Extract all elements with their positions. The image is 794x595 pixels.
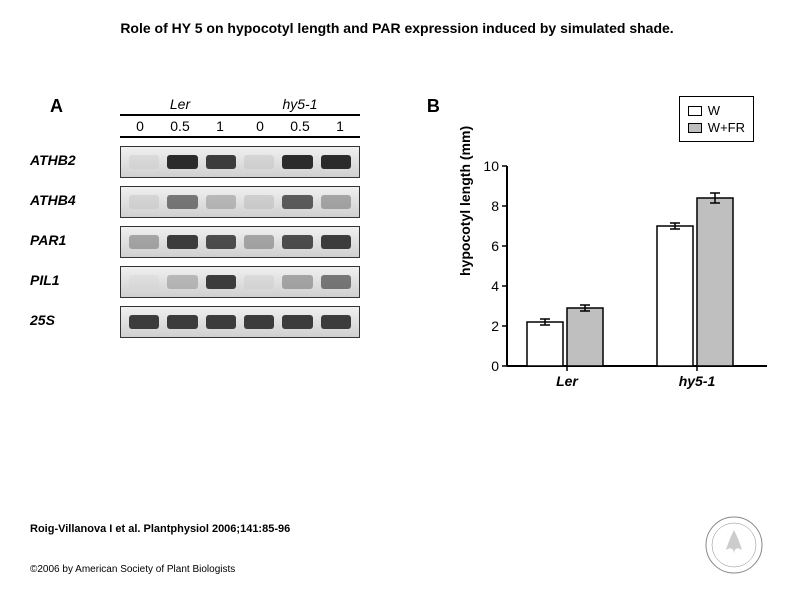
content-row: A Ler hy5-1 00.5100.51 ATHB2ATHB4PAR1PIL… bbox=[30, 96, 764, 416]
gel-band bbox=[244, 195, 274, 209]
gel-band bbox=[167, 195, 197, 209]
gel-band bbox=[321, 155, 351, 169]
gene-label: PIL1 bbox=[30, 272, 110, 288]
gel-band bbox=[206, 275, 236, 289]
bar bbox=[657, 226, 693, 366]
gel-band bbox=[321, 195, 351, 209]
gel-table: Ler hy5-1 00.5100.51 bbox=[120, 96, 360, 346]
gel-band bbox=[206, 315, 236, 329]
gel-band bbox=[244, 315, 274, 329]
gel-band bbox=[244, 235, 274, 249]
time-label: 0 bbox=[120, 118, 160, 134]
gel-band bbox=[129, 275, 159, 289]
svg-text:4: 4 bbox=[491, 278, 499, 294]
bar bbox=[567, 308, 603, 366]
legend-swatch-wfr bbox=[688, 123, 702, 133]
gel-row bbox=[120, 306, 360, 338]
gel-band bbox=[244, 155, 274, 169]
gel-band bbox=[206, 235, 236, 249]
gel-band bbox=[167, 275, 197, 289]
gel-band bbox=[321, 235, 351, 249]
legend-wfr: W+FR bbox=[688, 120, 745, 135]
gene-label: PAR1 bbox=[30, 232, 110, 248]
time-label: 0 bbox=[240, 118, 280, 134]
gene-label: ATHB4 bbox=[30, 192, 110, 208]
svg-text:2: 2 bbox=[491, 318, 499, 334]
legend-w: W bbox=[688, 103, 745, 118]
society-seal-icon bbox=[704, 515, 764, 575]
panel-a-label: A bbox=[50, 96, 63, 117]
gel-band bbox=[244, 275, 274, 289]
svg-text:10: 10 bbox=[483, 158, 499, 174]
gel-band bbox=[282, 155, 312, 169]
gel-band bbox=[206, 155, 236, 169]
time-label: 1 bbox=[200, 118, 240, 134]
gel-row bbox=[120, 266, 360, 298]
gel-band bbox=[282, 275, 312, 289]
legend-swatch-w bbox=[688, 106, 702, 116]
gel-row bbox=[120, 226, 360, 258]
citation: Roig-Villanova I et al. Plantphysiol 200… bbox=[30, 523, 290, 535]
genotype-hy5: hy5-1 bbox=[240, 96, 360, 112]
gel-band bbox=[129, 155, 159, 169]
svg-text:6: 6 bbox=[491, 238, 499, 254]
panel-b-label: B bbox=[427, 96, 440, 117]
chart-svg: 0 2 4 6 8 10 Ler hy5-1 bbox=[467, 156, 777, 396]
gel-band bbox=[167, 315, 197, 329]
gel-band bbox=[206, 195, 236, 209]
chart-legend: W W+FR bbox=[679, 96, 754, 142]
gel-band bbox=[167, 235, 197, 249]
bar bbox=[697, 198, 733, 366]
svg-text:0: 0 bbox=[491, 358, 499, 374]
gene-label: 25S bbox=[30, 312, 110, 328]
copyright: ©2006 by American Society of Plant Biolo… bbox=[30, 564, 235, 575]
bar-chart: hypocotyl length (mm) 0246810Lerhy5-1 bbox=[467, 156, 777, 401]
gel-band bbox=[321, 315, 351, 329]
svg-text:hy5-1: hy5-1 bbox=[679, 373, 716, 389]
gel-band bbox=[282, 315, 312, 329]
gel-band bbox=[282, 235, 312, 249]
gel-time-header: 00.5100.51 bbox=[120, 114, 360, 138]
time-label: 0.5 bbox=[280, 118, 320, 134]
panel-b: B W W+FR hypocotyl length (mm) 0 2 4 6 8 10 Le… bbox=[427, 96, 764, 416]
gel-row bbox=[120, 146, 360, 178]
svg-text:Ler: Ler bbox=[556, 373, 579, 389]
y-axis-label: hypocotyl length (mm) bbox=[457, 126, 473, 276]
slide-title: Role of HY 5 on hypocotyl length and PAR… bbox=[30, 20, 764, 36]
gel-band bbox=[129, 315, 159, 329]
legend-label-wfr: W+FR bbox=[708, 120, 745, 135]
gel-band bbox=[321, 275, 351, 289]
gel-genotype-header: Ler hy5-1 bbox=[120, 96, 360, 112]
gel-band bbox=[282, 195, 312, 209]
time-label: 0.5 bbox=[160, 118, 200, 134]
gel-band bbox=[129, 235, 159, 249]
genotype-ler: Ler bbox=[120, 96, 240, 112]
panel-a: A Ler hy5-1 00.5100.51 ATHB2ATHB4PAR1PIL… bbox=[30, 96, 397, 416]
gel-band bbox=[129, 195, 159, 209]
bar bbox=[527, 322, 563, 366]
svg-text:8: 8 bbox=[491, 198, 499, 214]
gel-band bbox=[167, 155, 197, 169]
gel-row bbox=[120, 186, 360, 218]
gene-label: ATHB2 bbox=[30, 152, 110, 168]
time-label: 1 bbox=[320, 118, 360, 134]
legend-label-w: W bbox=[708, 103, 720, 118]
